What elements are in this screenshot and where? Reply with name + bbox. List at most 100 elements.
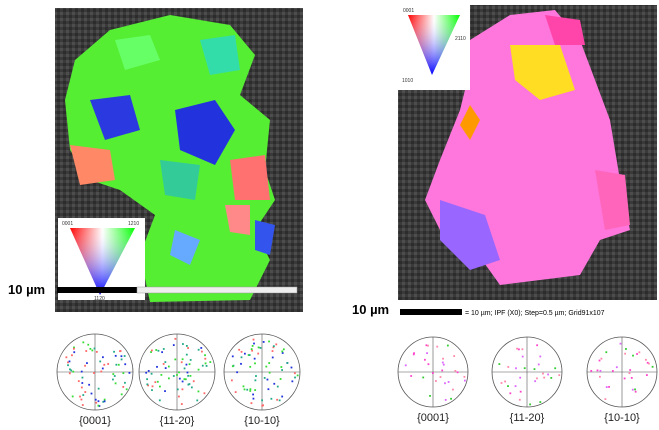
pole-point [201, 351, 203, 353]
pole-point [515, 367, 517, 369]
pole-label: {10-10} [244, 415, 280, 427]
pole-point [190, 359, 192, 361]
pole-point [159, 399, 161, 401]
pole-point [250, 388, 252, 390]
pole-point [536, 377, 538, 379]
pole-point [152, 385, 154, 387]
pole-point [443, 364, 445, 366]
pole-point [534, 380, 536, 382]
pole-point [176, 374, 178, 376]
pole-point [232, 355, 234, 357]
pole-point [590, 370, 592, 372]
pole-point [534, 368, 536, 370]
pole-point [122, 372, 124, 374]
pole-point [254, 362, 256, 364]
pole-point [151, 373, 153, 375]
pole-point [81, 399, 83, 401]
pole-point [69, 372, 71, 374]
pole-point [200, 347, 202, 349]
pole-point [193, 380, 195, 382]
key-label: 0001 [62, 221, 73, 227]
pole-point [539, 401, 541, 403]
pole-point [601, 358, 603, 360]
pole-point [600, 370, 602, 372]
pole-point [244, 353, 246, 355]
pole-point [519, 399, 521, 401]
pole-point [198, 349, 200, 351]
pole-point [115, 382, 117, 384]
pole-point [118, 364, 120, 366]
pole-point [645, 359, 647, 361]
pole-point [258, 347, 260, 349]
pole-point [261, 399, 263, 401]
pole-point [157, 381, 159, 383]
pole-point [81, 382, 83, 384]
pole-point [145, 372, 147, 374]
pole-point [448, 381, 450, 383]
pole-point [182, 381, 184, 383]
pole-point [428, 363, 430, 365]
pole-point [281, 351, 283, 353]
pole-point [121, 355, 123, 357]
pole-point [190, 375, 192, 377]
pole-point [96, 351, 98, 353]
pole-point [291, 380, 293, 382]
pole-figures: {0001}{11-20}{10-10}{0001}{11-20}{10-10} [57, 334, 657, 427]
pole-point [638, 351, 640, 353]
pole-point [187, 372, 189, 374]
pole-point [121, 393, 123, 395]
pole-point [543, 377, 545, 379]
pole-point [183, 378, 185, 380]
pole-point [155, 349, 157, 351]
pole-point [254, 389, 256, 391]
pole-point [113, 351, 115, 353]
pole-point [182, 358, 184, 360]
pole-point [91, 350, 93, 352]
pole-point [79, 396, 81, 398]
pole-point [445, 399, 447, 401]
scale-bar [400, 309, 462, 315]
pole-point [65, 356, 67, 358]
pole-point [164, 390, 166, 392]
pole-point [82, 341, 84, 343]
pole-point [257, 353, 259, 355]
pole-point [112, 379, 114, 381]
pole-point [249, 354, 251, 356]
pole-point [261, 405, 263, 407]
left-map: 0001 1210 1120 [55, 8, 303, 312]
pole-point [72, 396, 74, 398]
pole-point [186, 345, 188, 347]
pole-point [158, 350, 160, 352]
pole-point [148, 370, 150, 372]
pole-point [204, 354, 206, 356]
pole-point [429, 395, 431, 397]
pole-point [267, 379, 269, 381]
pole-point [206, 365, 208, 367]
pole-point [72, 371, 74, 373]
pole-point [244, 388, 246, 390]
pole-point [102, 368, 104, 370]
scale-bar [57, 287, 137, 293]
pole-point [184, 368, 186, 370]
pole-point [251, 348, 253, 350]
grain [230, 155, 270, 200]
pole-point [524, 367, 526, 369]
pole-point [168, 377, 170, 379]
pole-point [605, 351, 607, 353]
pole-point [280, 378, 282, 380]
pole-point [529, 403, 531, 405]
pole-point [98, 400, 100, 402]
pole-point [122, 386, 124, 388]
pole-point [202, 365, 204, 367]
pole-point [632, 389, 634, 391]
pole-point [547, 374, 549, 376]
pole-point [616, 366, 618, 368]
pole-point [253, 339, 255, 341]
pole-point [198, 369, 200, 371]
pole-point [115, 355, 117, 357]
pole-point [536, 344, 538, 346]
pole-point [554, 367, 556, 369]
pole-point [281, 396, 283, 398]
pole-point [67, 364, 69, 366]
pole-point [436, 346, 438, 348]
